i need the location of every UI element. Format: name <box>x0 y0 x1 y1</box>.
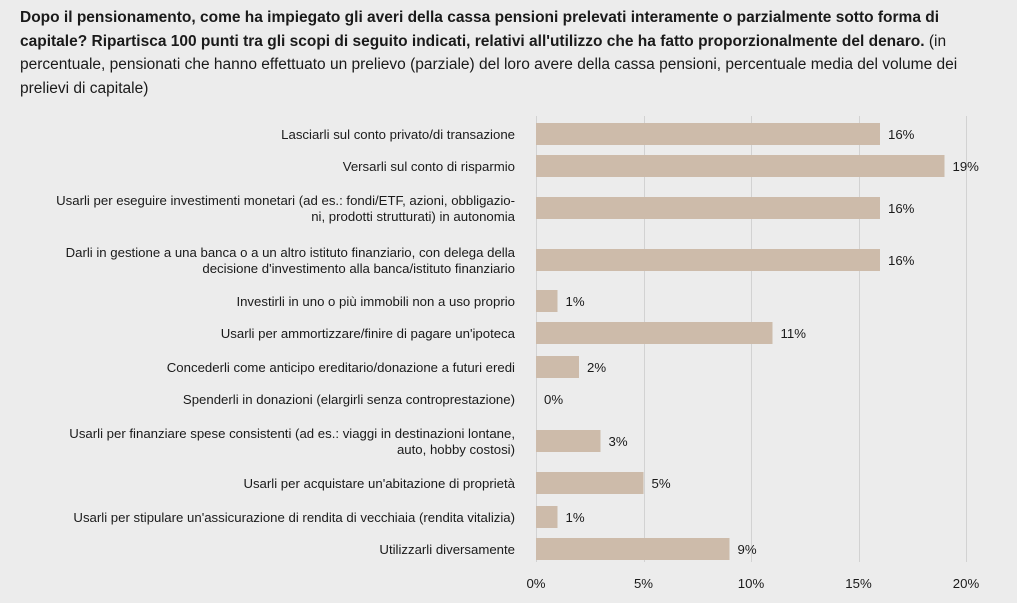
value-labels: 16% 19% 16% 16% 1% 11% 2% 0% 3% 5% 1% 9% <box>544 127 979 557</box>
chart-title-note: (in percentuale, pensionati che hanno ef… <box>20 32 958 97</box>
x-tick-label: 10% <box>738 576 765 591</box>
bar <box>536 430 601 452</box>
x-axis-ticks: 0% 5% 10% 15% 20% <box>526 576 979 591</box>
category-label: Usarli per eseguire investimenti monetar… <box>56 193 515 208</box>
value-label: 1% <box>566 294 585 309</box>
category-label: Versarli sul conto di risparmio <box>343 159 515 174</box>
chart-title: Dopo il pensionamento, come ha impiegato… <box>20 6 1000 100</box>
value-label: 16% <box>888 201 915 216</box>
category-label: Darli in gestione a una banca o a un alt… <box>66 245 516 260</box>
category-label: Usarli per finanziare spese consistenti … <box>69 426 515 441</box>
category-label: Usarli per ammortizzare/finire di pagare… <box>221 326 516 341</box>
category-labels: Lasciarli sul conto privato/di transazio… <box>56 127 516 557</box>
bar <box>536 290 558 312</box>
value-label: 2% <box>587 360 606 375</box>
value-label: 9% <box>738 542 757 557</box>
bar <box>536 322 773 344</box>
value-label: 5% <box>652 476 671 491</box>
x-tick-label: 15% <box>845 576 872 591</box>
bar <box>536 123 880 145</box>
category-label: auto, hobby costosi) <box>397 442 515 457</box>
chart-title-question: Dopo il pensionamento, come ha impiegato… <box>20 9 940 50</box>
x-tick-label: 0% <box>526 576 545 591</box>
value-label: 16% <box>888 253 915 268</box>
x-tick-label: 5% <box>634 576 653 591</box>
value-label: 3% <box>609 434 628 449</box>
value-label: 11% <box>781 326 807 341</box>
category-label: Lasciarli sul conto privato/di transazio… <box>281 127 515 142</box>
bar <box>536 472 644 494</box>
bar <box>536 538 730 560</box>
category-label: ni, prodotti strutturati) in autonomia <box>311 209 515 224</box>
value-label: 1% <box>566 510 585 525</box>
category-label: decisione d'investimento alla banca/isti… <box>202 261 515 276</box>
category-label: Usarli per acquistare un'abitazione di p… <box>243 476 515 491</box>
bar <box>536 506 558 528</box>
category-label: Concederli come anticipo ereditario/dona… <box>167 360 515 375</box>
category-label: Investirli in uno o più immobili non a u… <box>236 294 515 309</box>
value-label: 19% <box>953 159 980 174</box>
value-label: 0% <box>544 392 563 407</box>
category-label: Usarli per stipulare un'assicurazione di… <box>73 510 515 525</box>
x-tick-label: 20% <box>953 576 980 591</box>
category-label: Utilizzarli diversamente <box>379 542 515 557</box>
bar <box>536 197 880 219</box>
bar <box>536 155 945 177</box>
bar <box>536 249 880 271</box>
value-label: 16% <box>888 127 915 142</box>
category-label: Spenderli in donazioni (elargirli senza … <box>183 392 515 407</box>
bar <box>536 356 579 378</box>
bars <box>536 123 945 560</box>
